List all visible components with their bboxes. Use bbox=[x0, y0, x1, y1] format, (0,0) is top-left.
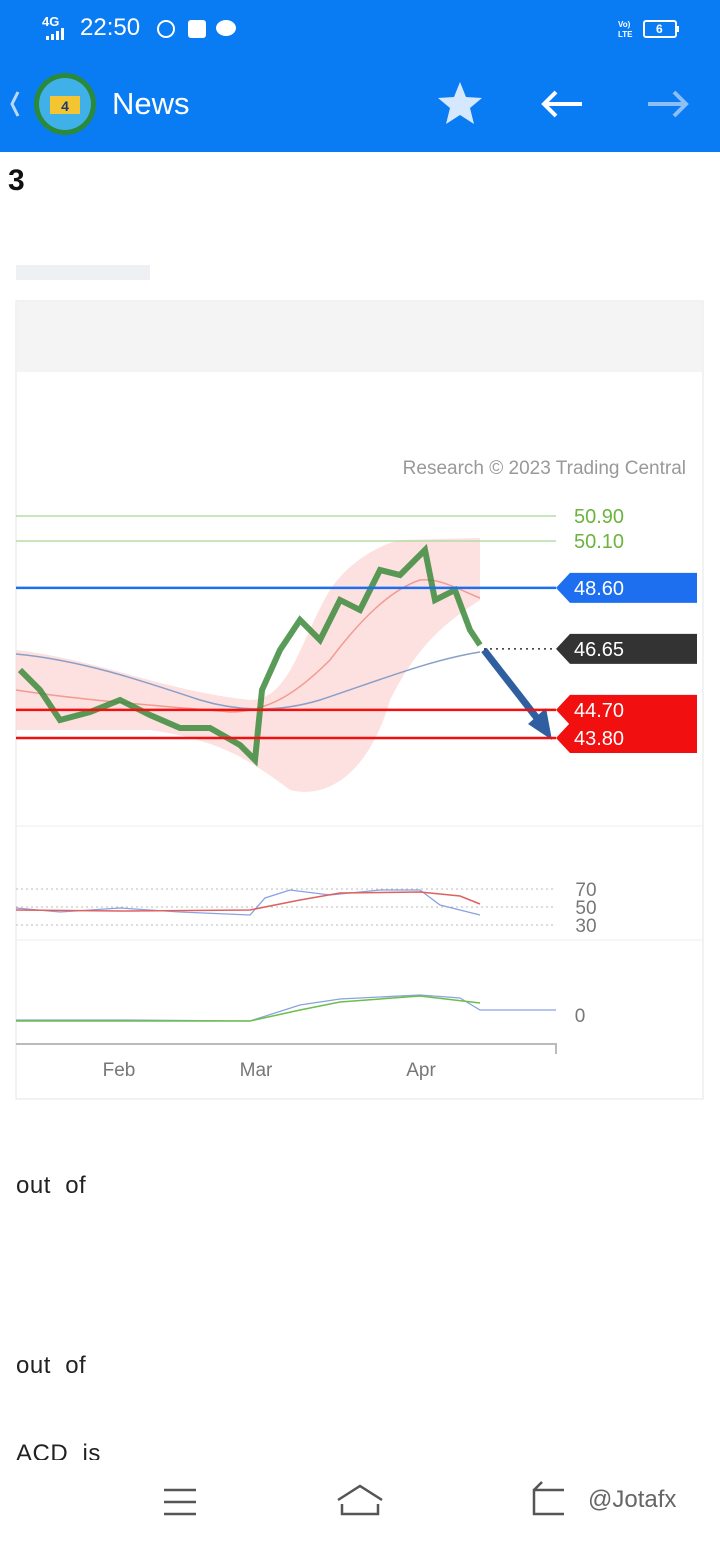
forecast-arrow-head bbox=[528, 708, 552, 740]
level-label: 50.90 bbox=[574, 506, 624, 528]
macd-tick: 0 bbox=[575, 1006, 586, 1027]
level-label: 44.70 bbox=[574, 700, 624, 722]
level-tag bbox=[556, 572, 697, 603]
heading-fragment: 3 bbox=[8, 164, 25, 197]
rsi-tick: 50 bbox=[575, 898, 596, 919]
level-label: 46.65 bbox=[574, 639, 624, 661]
month-label: Apr bbox=[406, 1060, 436, 1081]
macd-signal bbox=[16, 995, 481, 1022]
placeholder-bar bbox=[16, 265, 150, 280]
svg-text:Vo): Vo) bbox=[618, 20, 631, 29]
forward-button[interactable] bbox=[648, 90, 689, 118]
app-bar: 4 News bbox=[0, 56, 720, 152]
toolbar-icons bbox=[438, 82, 689, 124]
svg-text:LTE: LTE bbox=[618, 30, 633, 39]
back-logo[interactable]: 4 bbox=[4, 66, 104, 142]
signal-icon bbox=[46, 28, 64, 40]
nav-icons bbox=[164, 1481, 564, 1516]
price-candles bbox=[17, 543, 483, 767]
notification-icons bbox=[157, 20, 236, 38]
back-button[interactable] bbox=[541, 90, 582, 118]
network: 4G bbox=[42, 14, 60, 29]
status-bar: 4G 22:50 Vo) LTE 6 bbox=[0, 0, 720, 56]
copyright: Research © 2023 Trading Central bbox=[403, 458, 686, 479]
app-title: News bbox=[112, 86, 190, 121]
rsi-tick: 30 bbox=[575, 916, 596, 937]
paragraph: out of bbox=[16, 1352, 87, 1379]
nav-bar: @Jotafx bbox=[0, 1460, 720, 1544]
favorite-button[interactable] bbox=[438, 82, 482, 124]
chart: Research © 2023 Trading Central 70 50 30… bbox=[15, 300, 704, 1100]
svg-text:4: 4 bbox=[61, 98, 69, 114]
level-label: 43.80 bbox=[574, 728, 624, 750]
watermark: @Jotafx bbox=[588, 1486, 677, 1513]
level-tag bbox=[556, 723, 697, 754]
level-tag bbox=[556, 694, 697, 725]
level-label: 50.10 bbox=[574, 531, 624, 553]
menu-button[interactable] bbox=[164, 1488, 196, 1516]
level-label: 48.60 bbox=[574, 578, 624, 600]
paragraph: out of bbox=[16, 1172, 87, 1199]
rsi-signal bbox=[15, 891, 481, 912]
chart-header bbox=[17, 302, 702, 372]
level-tag bbox=[556, 633, 697, 664]
rsi-tick: 70 bbox=[575, 880, 596, 901]
clock: 22:50 bbox=[80, 14, 141, 41]
battery-level: 6 bbox=[656, 22, 663, 36]
x-axis bbox=[16, 1043, 557, 1054]
month-label: Feb bbox=[103, 1060, 136, 1081]
battery-icon: Vo) LTE bbox=[618, 20, 679, 39]
home-button[interactable] bbox=[337, 1484, 383, 1516]
return-button[interactable] bbox=[532, 1481, 564, 1516]
month-label: Mar bbox=[240, 1060, 273, 1081]
